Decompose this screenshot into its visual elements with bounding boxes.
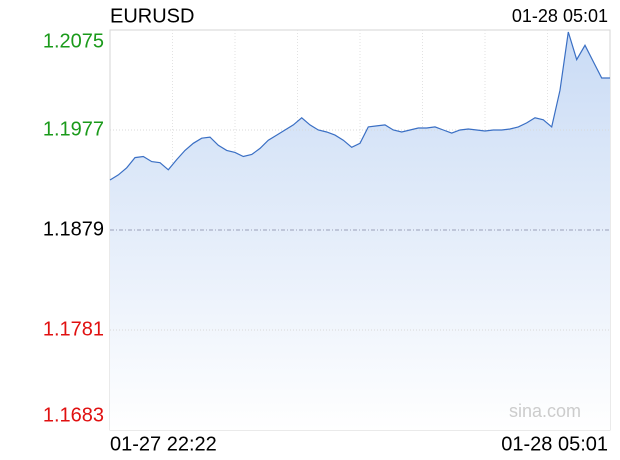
watermark: sina.com — [509, 401, 581, 421]
price-line — [109, 31, 610, 181]
y-tick-label: 1.1683 — [43, 404, 104, 426]
x-tick-label: 01-27 22:22 — [110, 433, 217, 455]
y-tick-label: 1.1781 — [43, 318, 104, 340]
time-label: 01-28 05:01 — [512, 6, 608, 26]
y-tick-label: 1.1977 — [43, 118, 104, 140]
y-tick-label: 1.2075 — [43, 30, 104, 52]
y-tick-label: 1.1879 — [43, 218, 104, 240]
chart-title: EURUSD — [110, 5, 194, 27]
x-tick-label: 01-28 05:01 — [501, 433, 608, 455]
